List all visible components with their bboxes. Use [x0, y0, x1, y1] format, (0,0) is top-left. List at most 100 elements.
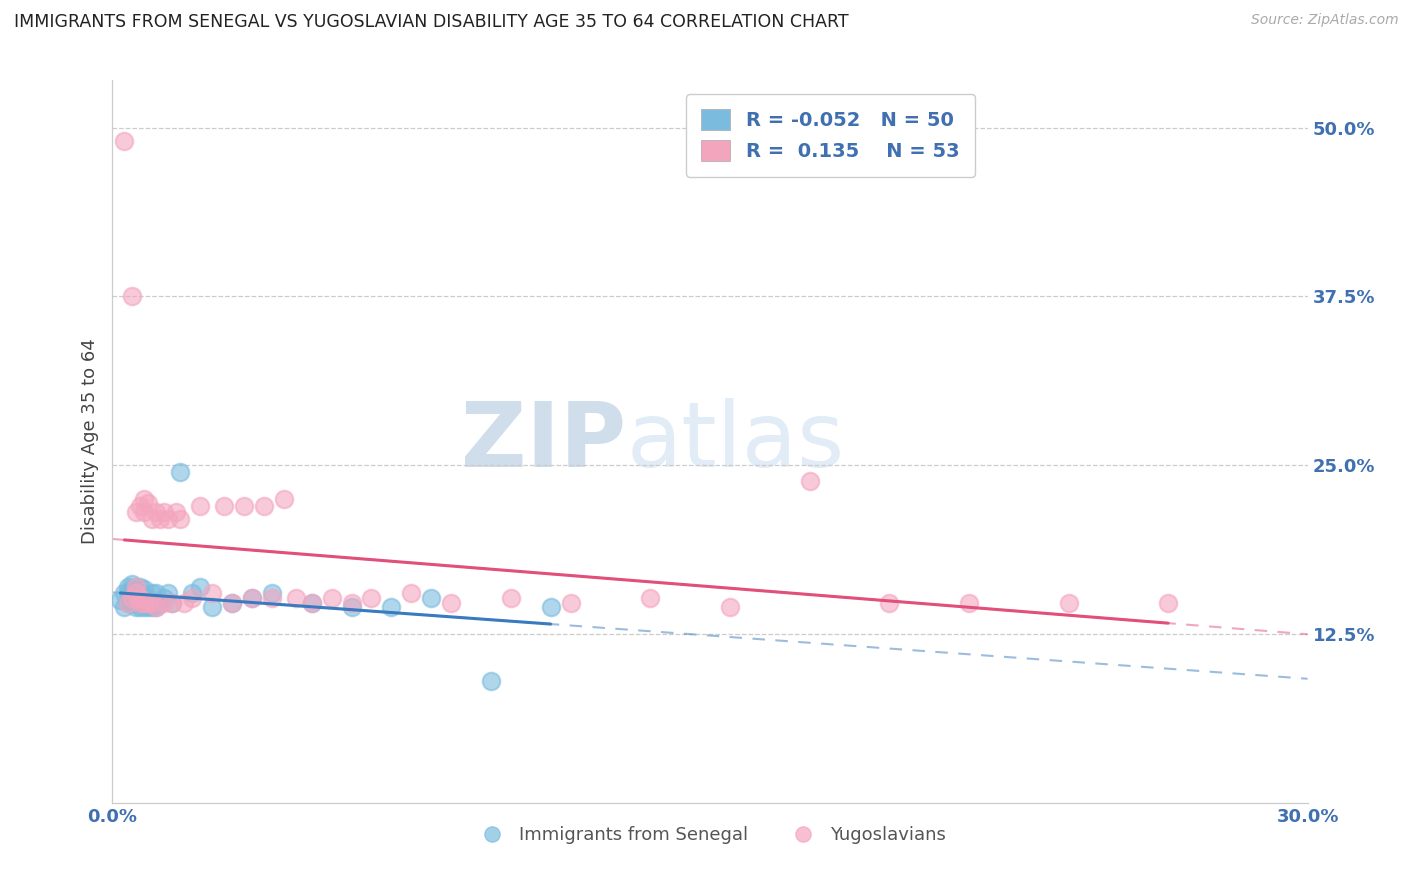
Point [134, 591, 156, 605]
Point [114, 586, 135, 600]
Point [360, 591, 382, 605]
Y-axis label: Disability Age 35 to 64: Disability Age 35 to 64 [80, 339, 98, 544]
Point [479, 674, 502, 689]
Point [173, 596, 195, 610]
Point [540, 599, 562, 614]
Point [125, 599, 148, 614]
Point [117, 586, 139, 600]
Point [125, 591, 148, 605]
Point [201, 599, 224, 614]
Point [1157, 596, 1180, 610]
Point [121, 591, 143, 605]
Point [121, 591, 143, 605]
Point [260, 591, 283, 605]
Point [188, 580, 211, 594]
Point [114, 134, 135, 148]
Point [121, 582, 143, 597]
Point [149, 512, 172, 526]
Point [957, 596, 980, 610]
Point [141, 596, 163, 610]
Point [169, 512, 191, 526]
Point [134, 491, 156, 506]
Point [125, 505, 148, 519]
Point [162, 596, 183, 610]
Point [129, 591, 152, 605]
Point [138, 596, 160, 610]
Point [125, 596, 148, 610]
Point [145, 586, 167, 600]
Point [440, 596, 463, 610]
Point [284, 591, 307, 605]
Point [121, 596, 143, 610]
Point [134, 596, 156, 610]
Point [340, 596, 363, 610]
Point [233, 499, 256, 513]
Point [114, 599, 135, 614]
Point [129, 586, 152, 600]
Point [149, 596, 172, 610]
Legend: Immigrants from Senegal, Yugoslavians: Immigrants from Senegal, Yugoslavians [467, 819, 953, 852]
Point [273, 491, 295, 506]
Point [121, 289, 143, 303]
Point [138, 599, 160, 614]
Point [181, 591, 204, 605]
Point [153, 596, 176, 610]
Point [221, 596, 243, 610]
Point [153, 591, 176, 605]
Point [138, 591, 160, 605]
Point [188, 499, 211, 513]
Point [134, 582, 156, 597]
Point [117, 596, 139, 610]
Point [799, 475, 821, 489]
Point [169, 465, 191, 479]
Point [718, 599, 741, 614]
Point [129, 499, 152, 513]
Point [141, 599, 163, 614]
Point [240, 591, 263, 605]
Point [129, 596, 152, 610]
Point [138, 596, 160, 610]
Point [138, 496, 160, 510]
Point [145, 505, 167, 519]
Point [420, 591, 443, 605]
Point [117, 580, 139, 594]
Point [125, 580, 148, 594]
Point [560, 596, 582, 610]
Point [125, 580, 148, 594]
Point [157, 586, 180, 600]
Point [141, 586, 163, 600]
Point [499, 591, 522, 605]
Point [401, 586, 423, 600]
Point [153, 505, 176, 519]
Point [162, 596, 183, 610]
Point [145, 599, 167, 614]
Point [117, 596, 139, 610]
Text: atlas: atlas [627, 398, 845, 485]
Point [221, 596, 243, 610]
Point [165, 505, 187, 519]
Point [253, 499, 276, 513]
Point [1057, 596, 1080, 610]
Point [321, 591, 343, 605]
Point [129, 599, 152, 614]
Point [110, 593, 132, 607]
Point [129, 596, 152, 610]
Point [125, 586, 148, 600]
Text: ZIP: ZIP [461, 398, 627, 485]
Point [145, 599, 167, 614]
Text: Source: ZipAtlas.com: Source: ZipAtlas.com [1251, 13, 1399, 28]
Point [380, 599, 402, 614]
Point [157, 512, 180, 526]
Point [134, 505, 156, 519]
Point [879, 596, 901, 610]
Text: IMMIGRANTS FROM SENEGAL VS YUGOSLAVIAN DISABILITY AGE 35 TO 64 CORRELATION CHART: IMMIGRANTS FROM SENEGAL VS YUGOSLAVIAN D… [14, 13, 849, 31]
Point [260, 586, 283, 600]
Point [129, 591, 152, 605]
Point [141, 596, 163, 610]
Point [181, 586, 204, 600]
Point [129, 580, 152, 594]
Point [134, 596, 156, 610]
Point [340, 599, 363, 614]
Point [134, 599, 156, 614]
Point [125, 586, 148, 600]
